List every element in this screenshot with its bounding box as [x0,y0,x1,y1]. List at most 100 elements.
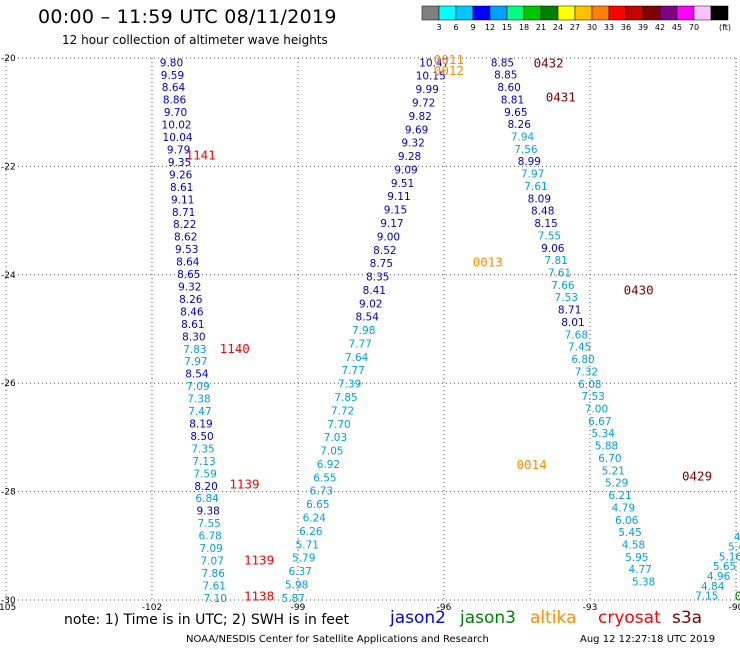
wave-height-value: 5.16 [719,551,740,563]
legend-jason3: jason3 [460,608,516,628]
wave-height-value: 8.61 [181,319,204,331]
wave-height-value: 7.70 [327,419,350,431]
pass-time-label: 0432 [534,55,564,70]
wave-height-value: 5.95 [625,552,648,564]
wave-height-value: 7.72 [331,405,354,417]
wave-height-value: 6.37 [288,566,311,578]
pass-time-label: 1141 [186,147,216,162]
wave-height-value: 8.26 [508,119,532,131]
wave-height-value: 8.60 [497,82,520,94]
wave-height-value: 9.82 [408,111,431,123]
wave-height-value: 6.70 [598,453,621,465]
color-scale-legend: 3 6 9 12 15 18 21 24 27 30 33 36 39 42 45 70 (ft) [421,5,731,32]
pass-time-label: 0429 [682,468,712,483]
wave-height-value: 7.09 [199,543,222,555]
wave-height-value: 6.84 [195,493,219,505]
wave-height-value: 7.05 [320,446,343,458]
wave-height-value: 8.99 [518,156,541,168]
wave-height-value: 5.87 [281,593,304,605]
wave-height-value: 8.09 [528,193,551,205]
wave-height-value: 9.09 [394,164,417,176]
legend-altika: altika [530,608,577,628]
y-tick-label: -22 [1,162,16,172]
wave-height-value: 9.69 [405,124,428,136]
wave-height-value: 7.00 [585,403,608,415]
wave-height-value: 10.15 [416,71,446,83]
wave-height-value: 7.61 [203,580,226,592]
pass-time-label: 1139 [244,552,274,567]
color-scale-label: 24 [553,23,563,32]
y-tick-label: -30 [1,596,16,606]
x-tick-label: -93 [583,603,598,613]
wave-height-value: 8.54 [356,312,380,324]
pass-time-label: 0012 [434,63,464,78]
wave-height-value: 9.28 [398,151,421,163]
wave-height-value: 7.15 [695,591,718,603]
x-tick-label: -90 [729,603,740,613]
wave-height-value: 9.06 [541,243,565,255]
wave-height-value: 7.64 [345,352,369,364]
pass-time-label: 1140 [220,341,250,356]
color-swatch [710,5,729,21]
wave-height-value: 6.78 [198,531,221,543]
wave-height-value: 5.4 [728,541,740,553]
wave-height-value: 5.88 [595,441,618,453]
pass-time-label: 1138 [244,589,274,604]
wave-height-value: 7.45 [568,342,591,354]
wave-height-value: 9.79 [167,145,190,157]
wave-height-value: 5.98 [285,579,308,591]
wave-height-value: 9.15 [384,205,407,217]
wave-height-value: 7.85 [334,392,357,404]
color-scale-unit: (ft) [719,23,731,32]
wave-height-value: 6.73 [310,486,333,498]
wave-height-value: 4.96 [707,571,731,583]
color-scale-label: 33 [604,23,614,32]
wave-height-value: 5.45 [618,527,641,539]
wave-height-value: 6.06 [615,515,639,527]
wave-height-value: 8.26 [179,294,203,306]
wave-height-value: 9.53 [175,244,198,256]
wave-height-value: 8.50 [190,431,213,443]
wave-height-value: 7.07 [201,555,224,567]
wave-height-value: 8.65 [177,269,200,281]
wave-height-value: 9.51 [391,178,414,190]
color-scale-label: 39 [638,23,648,32]
color-scale-label: 9 [470,23,475,32]
wave-height-value: 7.47 [188,406,211,418]
x-tick-label: -99 [291,603,306,613]
wave-height-value: 5.71 [296,539,319,551]
wave-height-value: 8.52 [373,245,396,257]
color-scale-label: 36 [621,23,631,32]
wave-height-value: 7.83 [183,344,206,356]
color-scale-label: 27 [570,23,580,32]
wave-height-value: 5.34 [592,428,616,440]
wave-height-value: 6.67 [588,416,611,428]
wave-height-value: 8.85 [491,57,514,69]
wave-height-value: 9.11 [387,191,410,203]
wave-height-value: 8.19 [189,418,212,430]
wave-height-value: 8.81 [501,94,524,106]
wave-height-value: 4.58 [622,539,645,551]
wave-height-value: 6.08 [578,379,601,391]
wave-height-value: 9.38 [196,506,219,518]
wave-height-value: 6.80 [571,354,594,366]
wave-height-value: 9.59 [161,70,184,82]
wave-height-value: 8.46 [180,306,204,318]
pass-time-label: 0 [735,589,740,604]
chart-subtitle: 12 hour collection of altimeter wave hei… [62,33,328,47]
wave-height-value: 8.15 [534,218,557,230]
wave-height-value: 7.61 [524,181,547,193]
x-tick-label: -105 [0,603,16,613]
y-tick-label: -28 [1,488,16,498]
wave-height-value: 7.68 [565,329,588,341]
wave-height-value: 7.86 [202,568,226,580]
wave-height-value: 6.21 [608,490,631,502]
color-scale-label: 18 [519,23,529,32]
color-scale-label: 12 [485,23,495,32]
wave-height-value: 7.59 [193,468,216,480]
y-tick-label: -24 [1,271,16,281]
wave-height-value: 6.24 [303,513,327,525]
wave-height-value: 7.39 [338,379,361,391]
wave-height-value: 4.9 [734,532,740,544]
wave-height-value: 7.97 [184,356,207,368]
